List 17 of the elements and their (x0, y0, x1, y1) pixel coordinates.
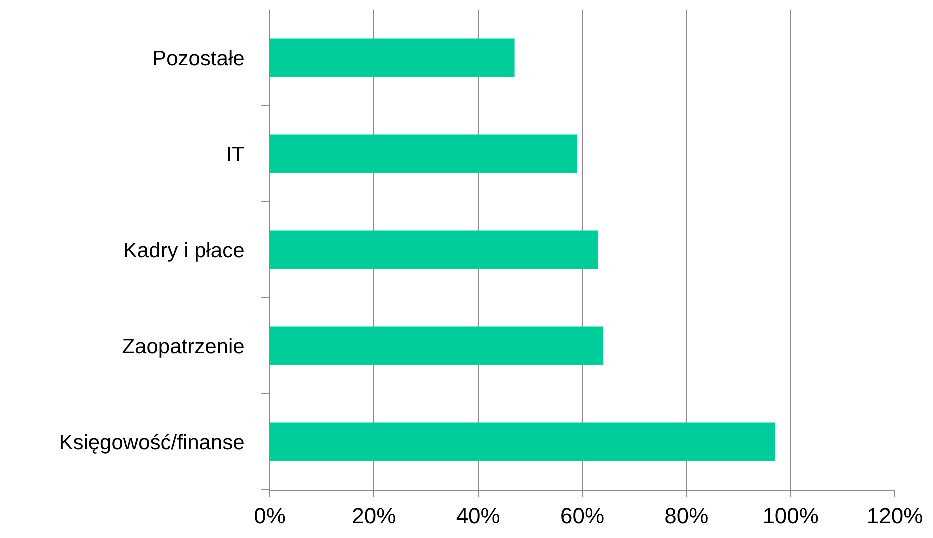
x-tick-label: 20% (352, 503, 396, 528)
x-tick-label: 0% (254, 503, 286, 528)
x-tick-label: 40% (456, 503, 500, 528)
bar (270, 134, 578, 174)
y-tick-label: IT (226, 143, 245, 166)
y-tick-label: Księgowość/finanse (59, 431, 245, 454)
x-tick-label: 120% (866, 503, 924, 528)
y-tick-label: Pozostałe (152, 47, 245, 70)
x-tick-label: 60% (560, 503, 605, 528)
y-tick-label: Zaopatrzenie (122, 335, 245, 358)
x-tick-label: 100% (762, 503, 819, 528)
x-tick-label: 80% (664, 503, 709, 528)
y-tick-label: Kadry i płace (123, 239, 245, 262)
bar (270, 38, 515, 78)
bar (270, 422, 776, 462)
bar (270, 230, 598, 270)
bar (270, 326, 604, 366)
